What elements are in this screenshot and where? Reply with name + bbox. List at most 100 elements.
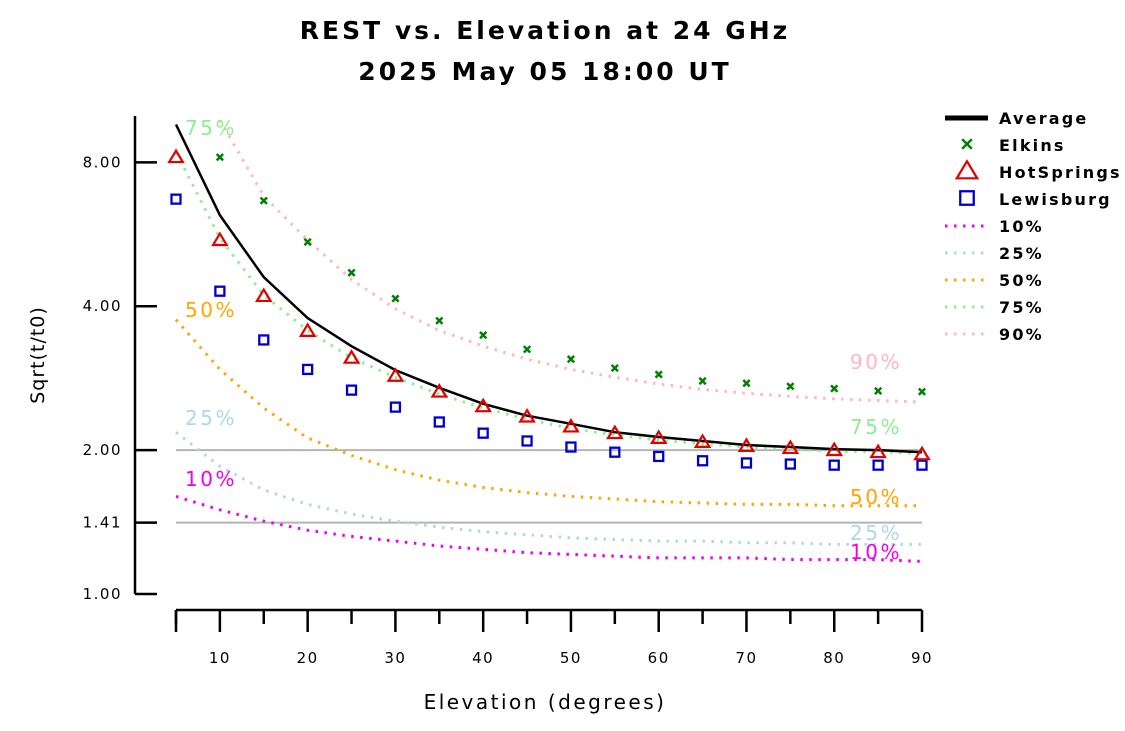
y-tick-label: 2.00 (83, 441, 122, 459)
data-point-elkins (479, 331, 488, 340)
marker-stroke (961, 138, 973, 150)
data-point-lewisburg (784, 458, 797, 470)
data-point-lewisburg (828, 459, 840, 471)
legend-label: 90% (999, 325, 1044, 344)
data-point-lewisburg (696, 455, 709, 467)
data-point-lewisburg (521, 435, 533, 447)
y-tick-label: 1.41 (83, 514, 122, 532)
curve-label-left: 10% (185, 467, 237, 491)
curve-label-right: 90% (850, 350, 902, 374)
series-line-75pct (174, 151, 923, 455)
data-point-hotsprings (342, 349, 361, 364)
marker-stroke (522, 345, 532, 354)
legend-label: 10% (999, 217, 1044, 236)
data-point-lewisburg (389, 401, 402, 413)
x-tick-label: 30 (384, 649, 406, 667)
marker-stroke (917, 387, 927, 396)
data-point-elkins (654, 370, 663, 379)
data-point-elkins (917, 387, 927, 396)
data-point-lewisburg (609, 446, 621, 458)
data-point-lewisburg (433, 416, 445, 428)
x-tick-label: 70 (735, 649, 757, 667)
chart-subtitle: 2025 May 05 18:00 UT (358, 57, 732, 86)
data-point-lewisburg (301, 363, 314, 376)
x-tick-label: 60 (648, 649, 670, 667)
x-tick-label: 10 (209, 649, 231, 667)
x-axis-label: Elevation (degrees) (423, 690, 667, 714)
data-point-elkins (830, 384, 839, 393)
marker-stroke (786, 382, 795, 391)
data-point-elkins (391, 294, 400, 303)
data-point-lewisburg (565, 441, 577, 453)
legend-item: 50% (945, 271, 1044, 290)
marker-stroke (435, 316, 444, 325)
marker-stroke (479, 331, 488, 340)
legend-item: 25% (945, 244, 1042, 263)
data-point-elkins (259, 196, 268, 205)
legend-swatch (961, 138, 973, 150)
data-point-lewisburg (740, 457, 753, 469)
data-point-lewisburg (170, 193, 182, 205)
data-point-elkins (435, 316, 444, 325)
series-line-average (174, 123, 923, 454)
data-point-hotsprings (167, 148, 185, 164)
x-tick-label: 80 (823, 649, 845, 667)
data-point-hotsprings (913, 445, 931, 461)
curve-label-right: 25% (850, 521, 902, 545)
legend-item: 10% (945, 217, 1044, 236)
y-tick-label: 1.00 (83, 585, 122, 603)
data-point-hotsprings (869, 443, 887, 459)
legend-item: HotSprings (954, 159, 1122, 182)
data-point-elkins (566, 355, 576, 364)
x-tick-label: 40 (472, 649, 494, 667)
data-point-elkins (786, 382, 795, 391)
series-line-50pct (174, 318, 922, 508)
marker-stroke (654, 370, 663, 379)
data-point-hotsprings (825, 441, 844, 457)
data-point-hotsprings (386, 367, 405, 382)
legend-item: Elkins (961, 136, 1066, 155)
marker-stroke (698, 376, 707, 386)
data-point-lewisburg (345, 384, 358, 396)
marker-stroke (566, 355, 576, 364)
chart-title: REST vs. Elevation at 24 GHz (299, 16, 791, 45)
curve-label-left: 75% (185, 116, 237, 140)
legend-label: Elkins (999, 136, 1066, 155)
x-tick-label: 20 (297, 649, 319, 667)
x-tick-label: 90 (911, 649, 933, 667)
legend-label: 75% (999, 298, 1044, 317)
legend-label: Lewisburg (999, 190, 1112, 209)
curve-label-right: 50% (850, 485, 902, 509)
marker-stroke (259, 196, 268, 205)
marker-stroke (391, 294, 400, 303)
legend-item: Average (945, 109, 1086, 128)
legend-item: Lewisburg (959, 190, 1112, 209)
data-point-elkins (215, 153, 224, 162)
data-point-hotsprings (562, 417, 580, 433)
series-line-90pct (218, 119, 923, 404)
legend-swatch (959, 190, 975, 206)
data-point-hotsprings (254, 287, 273, 303)
data-point-elkins (522, 345, 532, 354)
data-point-lewisburg (872, 459, 884, 471)
legend-label: HotSprings (999, 163, 1122, 182)
data-point-lewisburg (653, 450, 665, 463)
marker-stroke (830, 384, 839, 393)
data-point-lewisburg (214, 285, 226, 297)
data-point-hotsprings (211, 231, 229, 247)
data-point-lewisburg (477, 427, 489, 439)
x-tick-label: 50 (560, 649, 582, 667)
data-point-hotsprings (649, 429, 668, 444)
legend-item: 75% (945, 298, 1044, 317)
y-tick-label: 4.00 (83, 297, 122, 315)
data-point-elkins (698, 376, 707, 386)
data-point-hotsprings (781, 439, 800, 455)
data-point-hotsprings (693, 433, 712, 448)
data-point-elkins (742, 379, 751, 388)
series-line-10pct (175, 494, 923, 563)
legend-label: 50% (999, 271, 1044, 290)
data-point-elkins (874, 386, 883, 395)
data-point-elkins (347, 268, 356, 277)
marker-stroke (610, 363, 619, 373)
